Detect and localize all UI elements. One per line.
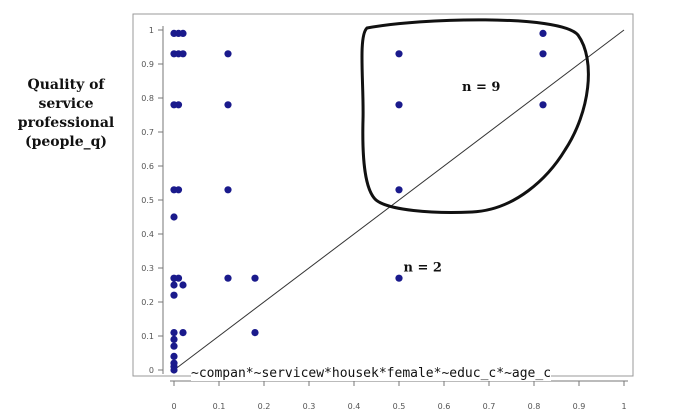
data-point bbox=[179, 50, 187, 58]
y-tick-label: 0.2 bbox=[141, 298, 154, 307]
data-point bbox=[395, 186, 403, 194]
x-axis-title: ~compan*~servicew*housek*female*~educ_c*… bbox=[191, 366, 552, 381]
annotation-n9: n = 9 bbox=[462, 80, 500, 95]
y-axis-title-line: service bbox=[38, 96, 94, 112]
plot-frame bbox=[132, 13, 634, 377]
y-tick-label: 0.9 bbox=[141, 60, 154, 69]
y-tick-label: 0.4 bbox=[141, 230, 154, 239]
x-tick-label: 0.4 bbox=[348, 402, 361, 411]
data-point bbox=[170, 213, 178, 221]
y-tick-label: 0 bbox=[149, 366, 154, 375]
y-tick-label: 0.3 bbox=[141, 264, 154, 273]
x-tick-label: 1 bbox=[621, 402, 626, 411]
y-tick-label: 0.5 bbox=[141, 196, 154, 205]
x-axis: 0 0.1 0.2 0.3 0.4 0.5 0.6 0.7 0.8 0.9 1 bbox=[170, 380, 628, 411]
x-tick-label: 0.9 bbox=[573, 402, 586, 411]
data-point bbox=[174, 101, 183, 109]
data-point bbox=[539, 29, 547, 37]
data-point bbox=[170, 366, 178, 374]
data-point bbox=[179, 329, 187, 337]
y-axis-title: Quality of service professional (people_… bbox=[2, 76, 130, 152]
y-tick-label: 0.7 bbox=[141, 128, 154, 137]
data-point bbox=[539, 50, 547, 58]
x-tick-label: 0.1 bbox=[213, 402, 226, 411]
data-point bbox=[179, 281, 187, 289]
x-tick-label: 0.7 bbox=[483, 402, 496, 411]
y-tick-label: 0.1 bbox=[141, 332, 154, 341]
data-point bbox=[179, 29, 187, 37]
x-tick-label: 0.2 bbox=[258, 402, 271, 411]
data-point bbox=[170, 342, 178, 350]
y-axis-title-line: (people_q) bbox=[24, 134, 108, 150]
data-point bbox=[251, 274, 259, 282]
data-point bbox=[170, 352, 178, 360]
x-tick-label: 0.5 bbox=[393, 402, 406, 411]
highlight-loop bbox=[360, 18, 590, 214]
y-axis-title-line: professional bbox=[17, 115, 115, 131]
y-axis-title-line: Quality of bbox=[27, 77, 105, 93]
data-point bbox=[224, 186, 232, 194]
y-axis: 0 0.1 0.2 0.3 0.4 0.5 0.6 0.7 0.8 0.9 1 bbox=[141, 26, 164, 375]
data-point bbox=[395, 274, 403, 282]
x-tick-label: 0.6 bbox=[438, 402, 451, 411]
data-point bbox=[224, 101, 232, 109]
data-point bbox=[539, 101, 547, 109]
annotation-n2: n = 2 bbox=[404, 260, 442, 275]
data-point bbox=[174, 186, 183, 194]
data-point bbox=[170, 291, 178, 299]
data-points bbox=[170, 29, 547, 374]
data-point bbox=[170, 335, 178, 343]
data-point bbox=[174, 274, 183, 282]
data-point bbox=[170, 281, 178, 289]
data-point bbox=[170, 329, 178, 337]
x-tick-label: 0.3 bbox=[303, 402, 316, 411]
x-tick-label: 0 bbox=[171, 402, 176, 411]
diagonal-line bbox=[173, 29, 625, 371]
data-point bbox=[395, 101, 403, 109]
y-tick-label: 0.6 bbox=[141, 162, 154, 171]
y-tick-label: 1 bbox=[149, 26, 154, 35]
data-point bbox=[395, 50, 403, 58]
data-point bbox=[251, 329, 259, 337]
data-point bbox=[224, 274, 232, 282]
x-tick-label: 0.8 bbox=[528, 402, 541, 411]
y-tick-label: 0.8 bbox=[141, 94, 154, 103]
data-point bbox=[224, 50, 232, 58]
